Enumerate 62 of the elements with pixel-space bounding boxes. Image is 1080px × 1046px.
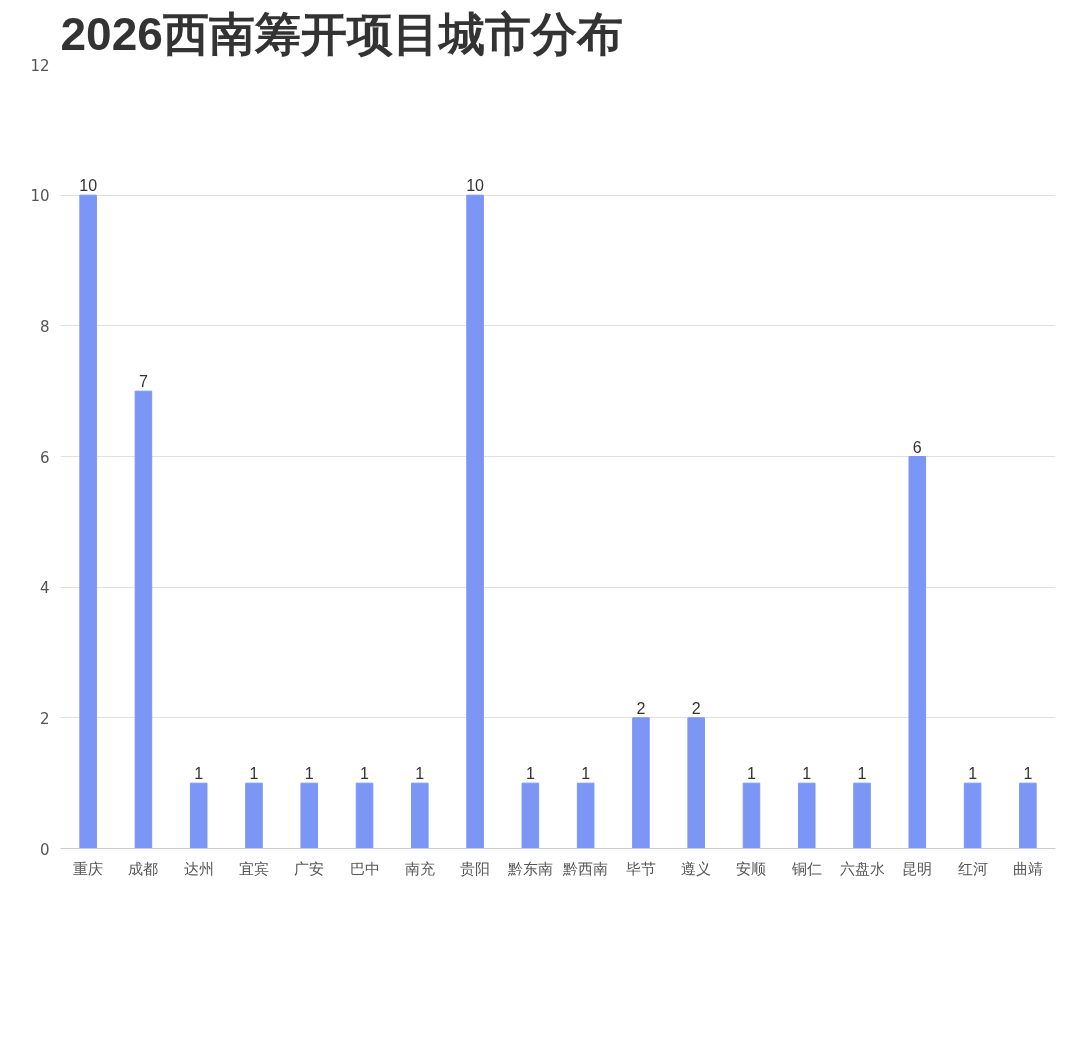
bar [853, 782, 871, 849]
x-tick-label: 曲靖 [1012, 859, 1043, 878]
bar [742, 782, 761, 849]
x-tick-label: 六盘水 [839, 859, 885, 878]
x-tick-label: 巴中 [349, 859, 380, 878]
x-tick-label: 黔东南 [506, 859, 553, 878]
y-tick-label: 6 [39, 448, 50, 467]
data-label: 1 [360, 765, 370, 783]
data-label: 6 [912, 438, 922, 456]
y-tick-label: 8 [39, 317, 50, 336]
data-label: 1 [857, 765, 867, 783]
data-label: 2 [636, 699, 646, 717]
x-tick-label: 成都 [128, 859, 159, 878]
bar [632, 717, 650, 849]
bar [411, 782, 429, 849]
x-tick-label: 铜仁 [790, 859, 822, 878]
bar [355, 782, 374, 849]
bar [466, 194, 484, 849]
data-label: 1 [802, 765, 812, 783]
data-label: 1 [249, 765, 259, 783]
x-tick-label: 毕节 [625, 859, 656, 878]
bar [963, 782, 982, 849]
x-tick-label: 安顺 [736, 859, 767, 878]
x-tick-label: 昆明 [902, 859, 933, 878]
bar [797, 782, 816, 849]
x-tick-label: 贵阳 [460, 859, 491, 878]
data-label: 10 [79, 177, 98, 195]
bar [189, 782, 208, 849]
bar [576, 782, 595, 849]
y-tick-label: 0 [39, 840, 50, 859]
x-tick-label: 重庆 [73, 859, 104, 878]
data-label: 1 [304, 765, 314, 783]
bar [521, 782, 540, 849]
x-tick-label: 遵义 [681, 859, 712, 878]
y-tick-label: 10 [30, 187, 50, 206]
bar [79, 194, 97, 849]
data-label: 7 [138, 373, 148, 391]
x-tick-label: 南充 [404, 859, 435, 878]
data-label: 1 [581, 765, 591, 783]
bar [1019, 782, 1037, 849]
y-tick-label: 4 [39, 579, 50, 598]
data-label: 10 [466, 177, 485, 195]
data-label: 1 [525, 765, 535, 783]
bar [908, 456, 927, 849]
x-tick-label: 黔西南 [562, 859, 609, 878]
data-label: 1 [194, 765, 204, 783]
bar [300, 782, 319, 849]
bar [245, 782, 263, 849]
data-label: 1 [968, 765, 978, 783]
y-tick-label: 12 [30, 56, 50, 75]
data-label: 1 [415, 765, 425, 783]
chart-title: 2026西南筹开项目城市分布 [60, 7, 623, 60]
x-tick-label: 红河 [957, 859, 988, 878]
x-tick-label: 广安 [294, 859, 325, 878]
bar [134, 390, 153, 849]
data-label: 1 [1023, 765, 1033, 783]
data-label: 2 [691, 699, 701, 717]
x-tick-label: 达州 [183, 859, 214, 878]
data-label: 1 [747, 765, 757, 783]
y-tick-label: 2 [39, 709, 50, 728]
bar [687, 717, 705, 849]
x-tick-label: 宜宾 [238, 859, 269, 878]
